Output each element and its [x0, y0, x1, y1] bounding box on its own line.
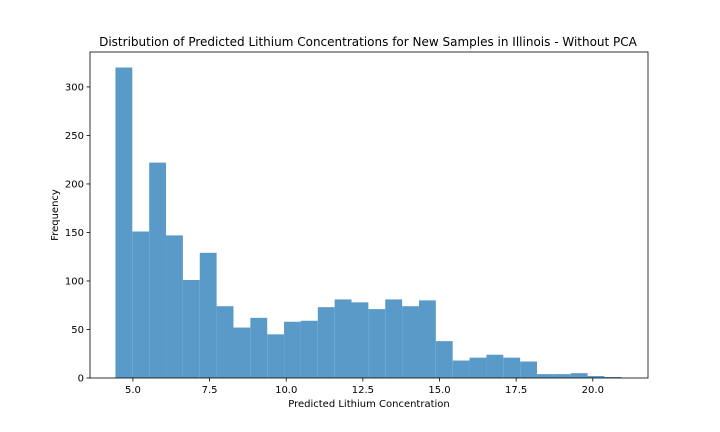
x-tick-label: 5.0	[125, 385, 141, 396]
y-axis-ticks: 0 50 100 150 200 250 300	[65, 82, 90, 385]
y-tick-label: 250	[65, 131, 84, 142]
histogram-bar	[503, 357, 521, 379]
x-tick-label: 17.5	[505, 385, 527, 396]
histogram-bar	[469, 357, 487, 379]
y-tick-label: 0	[78, 374, 84, 385]
histogram-bar	[587, 376, 605, 378]
histogram-bar	[149, 162, 167, 378]
x-axis-label: Predicted Lithium Concentration	[288, 399, 450, 410]
histogram-bar	[570, 373, 588, 378]
y-tick-label: 300	[65, 82, 84, 93]
y-tick-label: 100	[65, 276, 84, 287]
histogram-bar	[385, 299, 403, 378]
x-tick-label: 15.0	[428, 385, 450, 396]
histogram-bar	[486, 354, 504, 378]
histogram-bar	[115, 67, 133, 379]
histogram-bar	[418, 300, 436, 378]
x-axis-ticks: 5.0 7.5 10.0 12.5 15.0 17.5 20.0	[125, 378, 604, 396]
histogram-bar	[553, 374, 571, 378]
y-tick-label: 150	[65, 228, 84, 239]
histogram-bar	[368, 309, 386, 378]
histogram-bar	[250, 317, 268, 378]
y-axis-label: Frequency	[50, 189, 61, 241]
histogram-bar	[452, 360, 470, 378]
x-tick-label: 20.0	[582, 385, 604, 396]
histogram-bar	[334, 299, 352, 378]
histogram-bar	[351, 302, 369, 378]
x-tick-label: 7.5	[202, 385, 218, 396]
histogram-bar	[317, 307, 335, 378]
x-tick-label: 12.5	[352, 385, 374, 396]
bars-group	[115, 67, 622, 379]
histogram-bar	[537, 374, 554, 378]
y-tick-label: 50	[71, 325, 84, 336]
histogram-bar	[199, 252, 217, 378]
histogram-bar	[233, 327, 251, 378]
histogram-bar	[435, 341, 453, 378]
histogram-bar	[132, 231, 150, 378]
histogram-bar	[520, 361, 538, 378]
histogram-bar	[216, 306, 234, 378]
plot-frame	[89, 51, 649, 379]
y-tick-label: 200	[65, 179, 84, 190]
histogram-bar	[166, 235, 183, 379]
histogram-bar	[182, 280, 200, 378]
histogram-bar	[402, 306, 419, 378]
histogram-bar	[604, 377, 622, 378]
x-tick-label: 10.0	[275, 385, 297, 396]
histogram-bar	[300, 320, 318, 378]
histogram-bar	[284, 321, 301, 378]
histogram-bar	[267, 334, 285, 378]
chart-title: Distribution of Predicted Lithium Concen…	[99, 35, 638, 49]
